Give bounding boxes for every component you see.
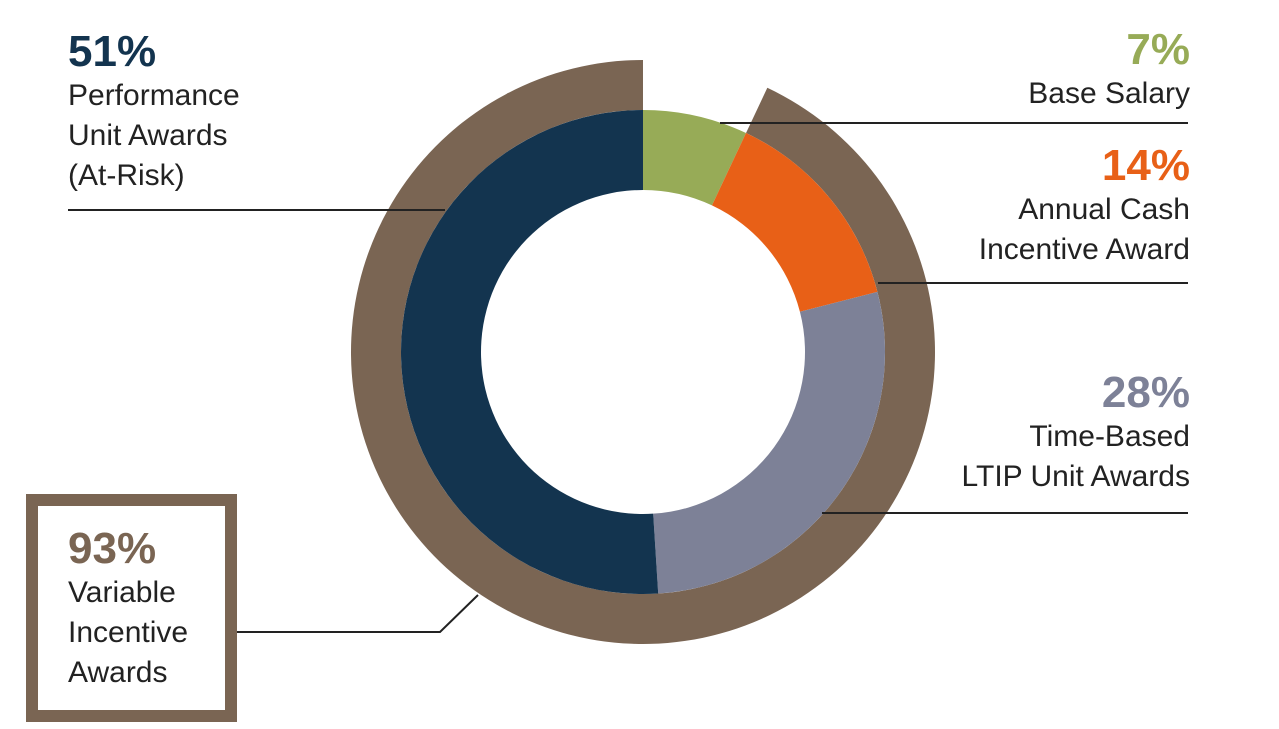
category-label: (At-Risk) <box>68 159 185 192</box>
value-label: 51% <box>68 27 157 76</box>
leader-lines <box>68 122 1188 633</box>
category-label: Variable <box>68 576 176 609</box>
value-label: 14% <box>1101 141 1190 190</box>
value-label: 28% <box>1101 368 1190 417</box>
category-label: Incentive Award <box>978 233 1190 266</box>
category-label: LTIP Unit Awards <box>961 460 1190 493</box>
arcs <box>350 60 935 644</box>
variable-box <box>26 494 237 722</box>
label-block: 28% Time-Based LTIP Unit Awards <box>962 371 1190 497</box>
leader-line <box>237 594 479 633</box>
category-label: Incentive <box>68 616 189 649</box>
label-block: 93% Variable Incentive Awards <box>68 527 188 693</box>
value-label: 7% <box>1126 25 1190 74</box>
donut-segment <box>643 110 747 206</box>
category-label: Performance <box>68 79 240 112</box>
category-label: Unit Awards <box>68 119 228 152</box>
value-label: 93% <box>68 524 157 573</box>
label-block: 14% Annual Cash Incentive Award <box>979 144 1190 270</box>
category-label: Awards <box>68 656 168 689</box>
label-block: 51% Performance Unit Awards (At-Risk) <box>68 30 240 196</box>
donut-segment <box>711 133 878 312</box>
category-label: Time-Based <box>1029 420 1190 453</box>
donut-segment <box>400 110 659 595</box>
label-block: 7% Base Salary <box>1028 28 1190 114</box>
donut-segment <box>653 291 885 594</box>
category-label: Annual Cash <box>1018 193 1190 226</box>
category-label: Base Salary <box>1028 77 1190 110</box>
